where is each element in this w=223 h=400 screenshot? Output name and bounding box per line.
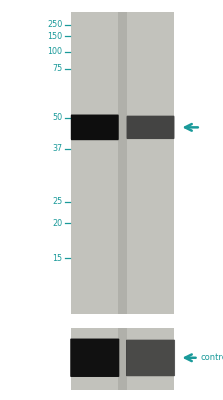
- Text: 1: 1: [91, 0, 98, 2]
- Text: 15: 15: [52, 254, 62, 263]
- Bar: [127, 12, 174, 314]
- Bar: [118, 12, 127, 314]
- Text: 250: 250: [47, 20, 62, 29]
- Text: 50: 50: [52, 113, 62, 122]
- Text: control: control: [201, 353, 223, 362]
- Text: 20: 20: [52, 219, 62, 228]
- FancyBboxPatch shape: [71, 114, 119, 140]
- FancyBboxPatch shape: [127, 116, 174, 139]
- Bar: [127, 328, 174, 390]
- Text: 2: 2: [147, 0, 154, 2]
- Bar: [118, 328, 127, 390]
- Text: 25: 25: [52, 197, 62, 206]
- FancyBboxPatch shape: [126, 340, 175, 376]
- Text: 37: 37: [52, 144, 62, 153]
- Text: 100: 100: [47, 47, 62, 56]
- Bar: [71, 328, 118, 390]
- Bar: [71, 12, 118, 314]
- FancyBboxPatch shape: [70, 338, 119, 377]
- Text: 75: 75: [52, 64, 62, 73]
- Text: 150: 150: [47, 32, 62, 41]
